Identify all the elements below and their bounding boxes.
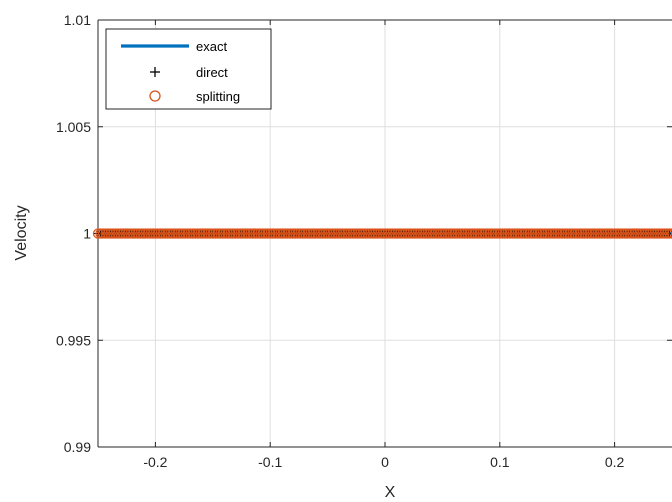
y-tick-label: 0.99 xyxy=(64,439,91,455)
legend-splitting-marker xyxy=(149,90,161,102)
splitting-marker xyxy=(666,228,672,239)
x-axis-label: X xyxy=(385,484,396,501)
y-tick-label: 0.995 xyxy=(56,332,91,348)
y-tick-label: 1.01 xyxy=(64,12,91,28)
x-tick-label: 0.1 xyxy=(490,454,510,470)
legend-direct-marker xyxy=(150,67,160,77)
y-tick-label: 1 xyxy=(83,226,91,242)
data-series xyxy=(92,228,672,239)
x-tick-label: 0.2 xyxy=(605,454,625,470)
y-tick-label: 1.005 xyxy=(56,119,91,135)
x-tick-label: 0 xyxy=(381,454,389,470)
legend: exact direct splitting xyxy=(105,28,272,110)
legend-direct-label: direct xyxy=(196,65,228,80)
legend-box xyxy=(105,28,272,110)
y-axis-label: Velocity xyxy=(13,205,30,260)
tick-labels: -0.2 -0.1 0 0.1 0.2 0.99 0.995 1 1.005 1.01 xyxy=(56,12,625,470)
x-tick-label: -0.2 xyxy=(143,454,167,470)
legend-exact-label: exact xyxy=(196,39,227,54)
x-tick-label: -0.1 xyxy=(258,454,282,470)
legend-splitting-label: splitting xyxy=(196,89,240,104)
